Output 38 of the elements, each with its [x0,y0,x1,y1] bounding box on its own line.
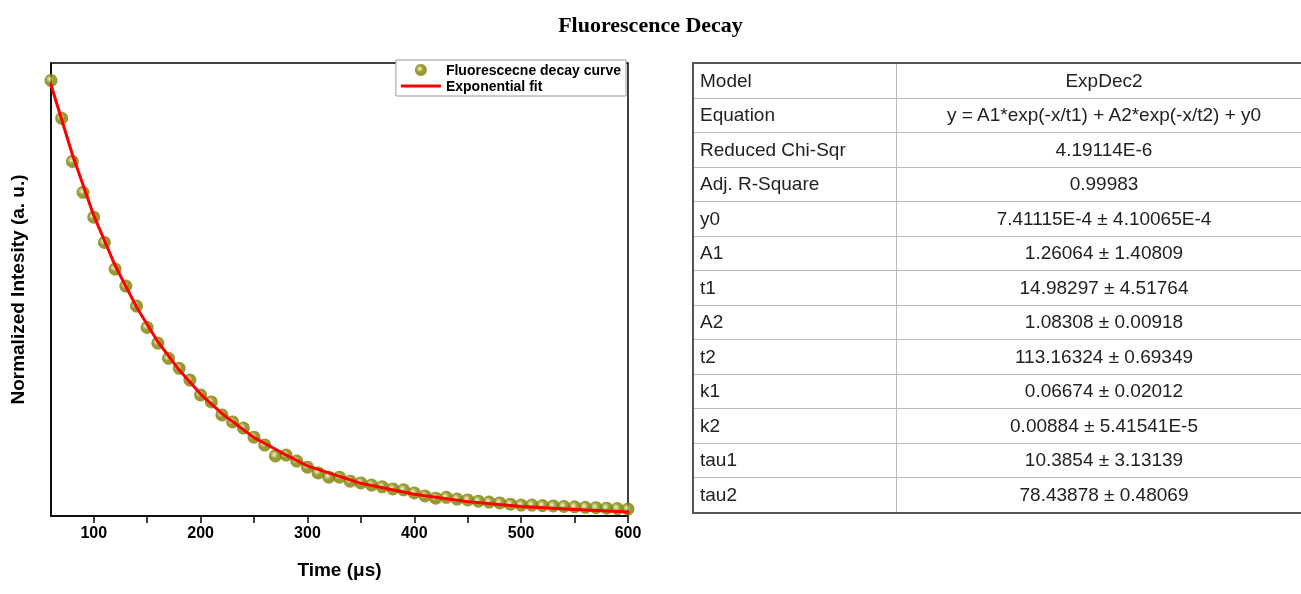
text: y0 [693,201,897,236]
x-tick-label: 400 [400,523,428,541]
text: A2 [693,305,897,340]
text: k2 [693,408,897,443]
text: Model [693,63,897,98]
text: tau2 [693,477,897,513]
text: y = A1*exp(-x/t1) + A2*exp(-x/t2) + y0 [896,98,1301,133]
legend-label: Exponential fit [445,78,543,94]
text: t1 [693,270,897,305]
x-tick-label: 600 [614,523,642,541]
text: A1 [693,236,897,271]
text: 78.43878 ± 0.48069 [896,477,1301,513]
text: Adj. R-Square [693,167,897,202]
text: Equation [693,98,897,133]
x-tick-label: 200 [187,523,215,541]
text: t2 [693,339,897,374]
x-tick-label: 300 [294,523,321,541]
text: 0.06674 ± 0.02012 [896,374,1301,409]
text: 4.19114E-6 [896,132,1301,167]
text: 0.00884 ± 5.41541E-5 [896,408,1301,443]
legend-label: Fluorescecne decay curve [445,62,622,78]
text: 1.08308 ± 0.00918 [896,305,1301,340]
text: 1.26064 ± 1.40809 [896,236,1301,271]
text: 113.16324 ± 0.69349 [896,339,1301,374]
y-axis-title: Normalized Intesity (a. u.) [7,174,28,405]
text: 0.99983 [896,167,1301,202]
x-tick-label: 100 [80,523,108,541]
chart-title: Fluorescence Decay [557,12,744,38]
text: 7.41115E-4 ± 4.10065E-4 [896,201,1301,236]
text: ExpDec2 [896,63,1301,98]
text: k1 [693,374,897,409]
point [44,73,58,87]
text: 10.3854 ± 3.13139 [896,443,1301,478]
text: Reduced Chi-Sqr [693,132,897,167]
text: tau1 [693,443,897,478]
x-axis-title: Time (μs) [297,559,382,580]
text: 14.98297 ± 4.51764 [896,270,1301,305]
x-tick-label: 500 [507,523,535,541]
